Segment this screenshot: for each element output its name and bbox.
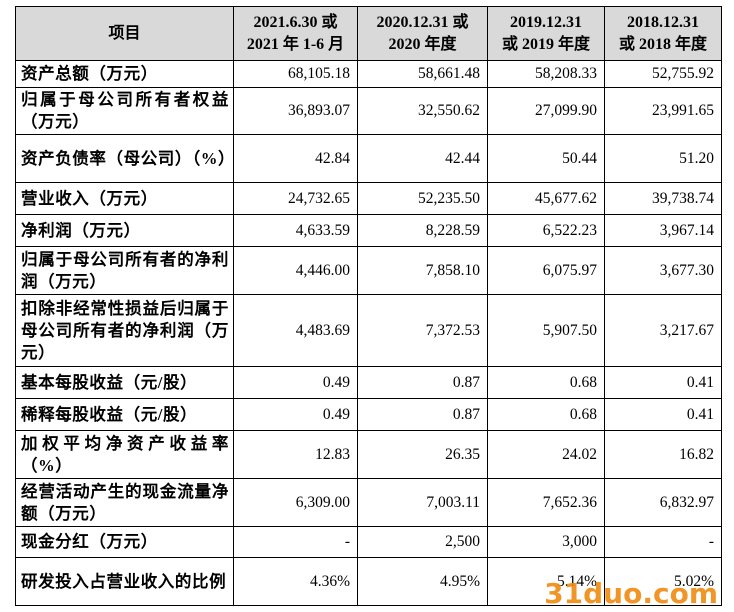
value-cell: 16.82 — [604, 430, 722, 479]
row-label: 营业收入（万元） — [15, 182, 234, 215]
row-label: 经营活动产生的现金流量净额（万元） — [15, 478, 234, 527]
header-line: 或 2019 年度 — [501, 35, 590, 53]
header-cell: 项目 — [15, 6, 234, 61]
value-cell: 6,522.23 — [487, 214, 605, 247]
header-cell: 2021.6.30 或 2021 年 1-6 月 — [233, 6, 358, 61]
value-cell: 6,832.97 — [604, 478, 722, 527]
value-cell: 2,500 — [357, 526, 488, 558]
value-cell: 52,235.50 — [357, 182, 488, 215]
value-cell: 8,228.59 — [357, 214, 488, 247]
row-label: 研发投入占营业收入的比例 — [15, 557, 234, 606]
value-cell: 12.83 — [233, 430, 358, 479]
value-cell: 24,732.65 — [233, 182, 358, 215]
value-cell: 0.68 — [487, 366, 605, 399]
value-cell: 58,661.48 — [357, 60, 488, 88]
value-cell: 58,208.33 — [487, 60, 605, 88]
row-label: 基本每股收益（元/股） — [15, 366, 234, 399]
row-label: 现金分红（万元） — [15, 526, 234, 558]
table-row: 扣除非经常性损益后归属于母公司所有者的净利润（万元） 4,483.69 7,372.… — [15, 294, 722, 367]
table-row: 加权平均净资产收益率（%） 12.83 26.35 24.02 16.82 — [15, 430, 722, 479]
header-line: 2020.12.31 或 — [376, 13, 469, 31]
value-cell: 42.84 — [233, 134, 358, 183]
header-cell: 2019.12.31 或 2019 年度 — [487, 6, 605, 61]
value-cell: 4.36% — [233, 557, 358, 606]
table-row: 现金分红（万元） -2,500 3,000- — [15, 526, 722, 558]
value-cell: 32,550.62 — [357, 87, 488, 135]
value-cell: 5,907.50 — [487, 294, 605, 367]
table-row: 稀释每股收益（元/股） 0.49 0.87 0.68 0.41 — [15, 398, 722, 431]
value-cell: 0.41 — [604, 366, 722, 399]
value-cell: 3,000 — [487, 526, 605, 558]
financial-table: 项目 2021.6.30 或 2021 年 1-6 月 2020.12.31 或 202… — [15, 6, 722, 606]
header-line: 2021 年 1-6 月 — [246, 35, 345, 53]
value-cell: 4,446.00 — [233, 246, 358, 295]
value-cell: 5.14% — [487, 557, 605, 606]
table-row: 净利润（万元） 4,633.59 8,228.59 6,522.23 3,967.14 — [15, 214, 722, 247]
value-cell: 7,652.36 — [487, 478, 605, 527]
row-label: 资产负债率（母公司）（%） — [15, 134, 234, 183]
header-line: 或 2018 年度 — [618, 35, 707, 53]
header-line: 2021.6.30 或 — [253, 13, 338, 31]
value-cell: 42.44 — [357, 134, 488, 183]
row-label: 扣除非经常性损益后归属于母公司所有者的净利润（万元） — [15, 294, 234, 367]
value-cell: - — [604, 526, 722, 558]
value-cell: 4,633.59 — [233, 214, 358, 247]
value-cell: 51.20 — [604, 134, 722, 183]
header-line: 2019.12.31 — [510, 13, 582, 31]
value-cell: 0.49 — [233, 398, 358, 431]
value-cell: 36,893.07 — [233, 87, 358, 135]
value-cell: 0.87 — [357, 398, 488, 431]
table-row: 基本每股收益（元/股） 0.49 0.87 0.68 0.41 — [15, 366, 722, 399]
value-cell: 4.95% — [357, 557, 488, 606]
table-row: 研发投入占营业收入的比例 4.36% 4.95% 5.14% 5.02% — [15, 557, 722, 606]
value-cell: 3,677.30 — [604, 246, 722, 295]
value-cell: 50.44 — [487, 134, 605, 183]
table-row: 经营活动产生的现金流量净额（万元） 6,309.00 7,003.11 7,652.3… — [15, 478, 722, 527]
value-cell: 3,967.14 — [604, 214, 722, 247]
value-cell: 23,991.65 — [604, 87, 722, 135]
row-label: 归属于母公司所有者的净利润（万元） — [15, 246, 234, 295]
value-cell: 27,099.90 — [487, 87, 605, 135]
value-cell: 39,738.74 — [604, 182, 722, 215]
value-cell: 26.35 — [357, 430, 488, 479]
value-cell: 4,483.69 — [233, 294, 358, 367]
row-label: 稀释每股收益（元/股） — [15, 398, 234, 431]
value-cell: 0.49 — [233, 366, 358, 399]
value-cell: 52,755.92 — [604, 60, 722, 88]
row-label: 净利润（万元） — [15, 214, 234, 247]
row-label: 归属于母公司所有者权益（万元） — [15, 87, 234, 135]
table-row: 资产总额（万元） 68,105.18 58,661.48 58,208.33 52,75… — [15, 60, 722, 88]
table-row: 归属于母公司所有者权益（万元） 36,893.07 32,550.62 27,099.… — [15, 87, 722, 135]
value-cell: 0.68 — [487, 398, 605, 431]
value-cell: 7,372.53 — [357, 294, 488, 367]
header-line: 2018.12.31 — [627, 13, 699, 31]
value-cell: 24.02 — [487, 430, 605, 479]
table-row: 资产负债率（母公司）（%） 42.84 42.44 50.44 51.20 — [15, 134, 722, 183]
value-cell: 7,858.10 — [357, 246, 488, 295]
value-cell: 6,309.00 — [233, 478, 358, 527]
table-row: 营业收入（万元） 24,732.65 52,235.50 45,677.62 39,73… — [15, 182, 722, 215]
value-cell: 0.87 — [357, 366, 488, 399]
row-label: 加权平均净资产收益率（%） — [15, 430, 234, 479]
value-cell: 5.02% — [604, 557, 722, 606]
table-row: 归属于母公司所有者的净利润（万元） 4,446.00 7,858.10 6,075.9… — [15, 246, 722, 295]
value-cell: - — [233, 526, 358, 558]
value-cell: 6,075.97 — [487, 246, 605, 295]
header-line: 2020 年度 — [388, 35, 457, 53]
header-cell: 2020.12.31 或 2020 年度 — [357, 6, 488, 61]
header-cell: 2018.12.31 或 2018 年度 — [604, 6, 722, 61]
value-cell: 7,003.11 — [357, 478, 488, 527]
value-cell: 0.41 — [604, 398, 722, 431]
header-row: 项目 2021.6.30 或 2021 年 1-6 月 2020.12.31 或 202… — [15, 6, 722, 61]
watermark: 31duo.com — [544, 577, 718, 610]
value-cell: 3,217.67 — [604, 294, 722, 367]
table-body: 资产总额（万元） 68,105.18 58,661.48 58,208.33 52,75… — [15, 60, 722, 606]
value-cell: 68,105.18 — [233, 60, 358, 88]
value-cell: 45,677.62 — [487, 182, 605, 215]
row-label: 资产总额（万元） — [15, 60, 234, 88]
